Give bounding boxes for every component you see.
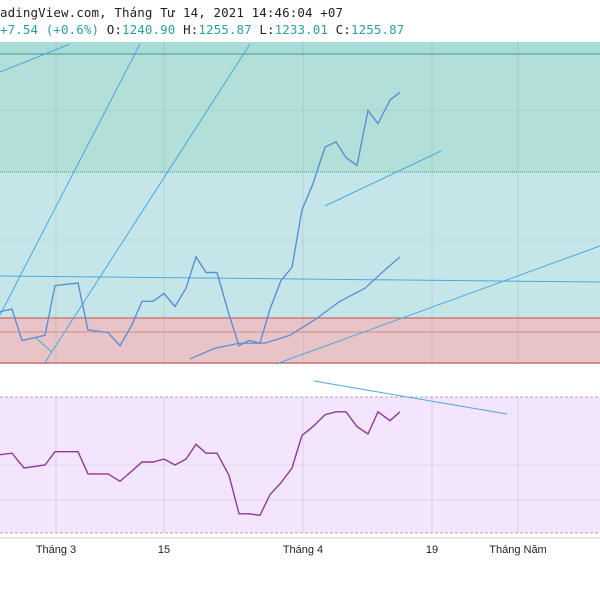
- x-tick-label: 15: [158, 544, 170, 556]
- x-tick-label: Tháng 3: [36, 544, 76, 556]
- price-grid: [0, 40, 600, 364]
- rsi-background: [0, 397, 600, 533]
- open-value: 1240.90: [122, 22, 176, 37]
- trendline-upper-channel[interactable]: [324, 150, 442, 207]
- open-label: O:: [106, 22, 123, 37]
- trendline-short[interactable]: [35, 337, 53, 353]
- price-line: [0, 91, 401, 347]
- close-value: 1255.87: [350, 22, 405, 37]
- low-label: L:: [259, 22, 275, 37]
- moving-average-line: [189, 256, 401, 360]
- symbol-title: adingView.com, Tháng Tư 14, 2021 14:46:0…: [0, 5, 344, 20]
- trendline-fan-1[interactable]: [0, 43, 71, 73]
- high-label: H:: [183, 22, 199, 37]
- chart-header: adingView.com, Tháng Tư 14, 2021 14:46:0…: [0, 0, 600, 40]
- trendline-fan-3[interactable]: [43, 43, 251, 365]
- trendline-fan-2[interactable]: [0, 43, 141, 316]
- x-tick-label: Tháng 4: [283, 544, 323, 556]
- low-value: 1233.01: [274, 22, 329, 37]
- x-tick-label: Tháng Năm: [489, 544, 546, 556]
- middle-zone: [0, 172, 600, 318]
- trendline-lower-channel[interactable]: [275, 245, 600, 365]
- rsi-trendline[interactable]: [313, 380, 508, 415]
- upper-zone-body: [0, 54, 600, 172]
- rsi-grid: [0, 397, 600, 533]
- red-zone: [0, 318, 600, 364]
- price-change: +7.54 (+0.6%): [0, 22, 100, 37]
- trendline-horizontal[interactable]: [0, 275, 600, 283]
- upper-zone: [0, 42, 600, 56]
- price-pane: [0, 40, 600, 365]
- high-value: 1255.87: [198, 22, 252, 37]
- x-tick-label: 19: [426, 544, 438, 556]
- rsi-line: [0, 410, 401, 517]
- chart-canvas[interactable]: Tháng 3 15 Tháng 4 19 Tháng Năm: [0, 40, 600, 565]
- rsi-pane: [0, 380, 600, 534]
- price-trendlines: [0, 43, 600, 365]
- x-axis: Tháng 3 15 Tháng 4 19 Tháng Năm: [0, 537, 600, 556]
- ohlc-legend: +7.54 (+0.6%) O:1240.90 H:1255.87 L:1233…: [0, 22, 404, 37]
- close-label: C:: [335, 22, 351, 37]
